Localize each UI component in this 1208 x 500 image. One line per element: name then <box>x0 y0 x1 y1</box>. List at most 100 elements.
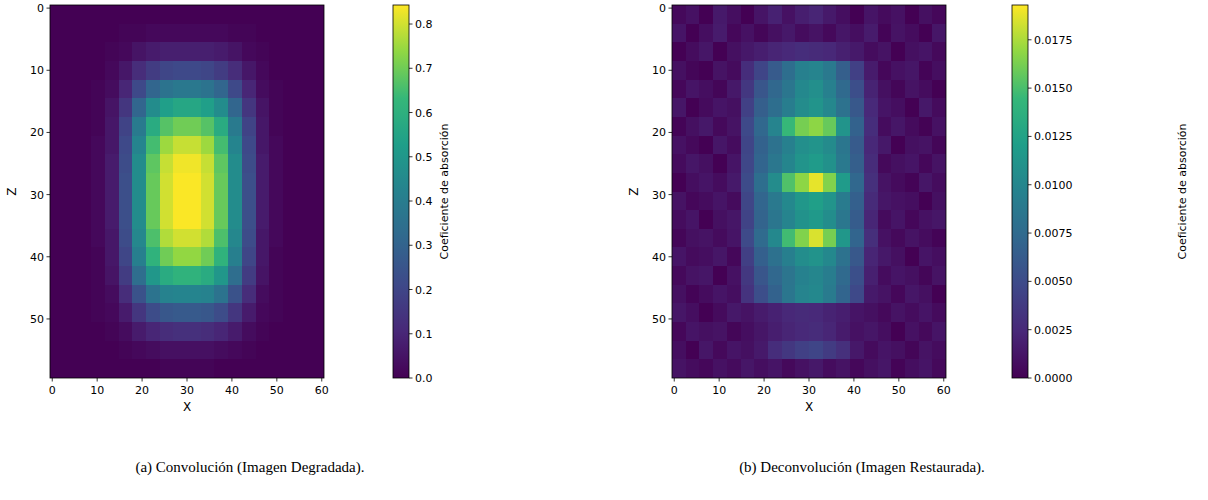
cell <box>672 266 686 285</box>
cell <box>160 24 174 43</box>
cell <box>160 61 174 80</box>
cell <box>699 359 713 378</box>
cell <box>919 24 933 43</box>
cell <box>782 98 796 117</box>
cell <box>727 5 741 24</box>
cell <box>768 98 782 117</box>
cell <box>283 322 297 341</box>
cell <box>713 229 727 248</box>
cell <box>242 24 256 43</box>
cell <box>823 173 837 192</box>
cell <box>64 322 78 341</box>
cell <box>132 229 146 248</box>
cell <box>132 359 146 378</box>
cell <box>283 247 297 266</box>
cell <box>795 24 809 43</box>
cell <box>64 285 78 304</box>
x-tick <box>674 378 675 382</box>
cell <box>864 229 878 248</box>
cell <box>699 210 713 229</box>
cell <box>269 359 283 378</box>
y-tick <box>47 318 51 319</box>
cell <box>836 322 850 341</box>
cell <box>187 24 201 43</box>
cell <box>795 61 809 80</box>
cell <box>173 154 187 173</box>
cell <box>795 173 809 192</box>
cell <box>782 154 796 173</box>
cell <box>823 117 837 136</box>
cell <box>64 192 78 211</box>
cell <box>256 42 270 61</box>
cell <box>105 154 119 173</box>
panel: 010203040506001020304050XZ0.00000.00250.… <box>627 2 1189 476</box>
x-tick <box>231 378 232 382</box>
cell <box>782 5 796 24</box>
cell <box>672 5 686 24</box>
cell <box>269 24 283 43</box>
cell <box>878 24 892 43</box>
cell <box>932 192 946 211</box>
y-tick-label: 30 <box>652 189 666 202</box>
cell <box>686 24 700 43</box>
cell <box>795 80 809 99</box>
cell <box>795 42 809 61</box>
colorbar-tick-label: 0.0000 <box>1034 372 1073 385</box>
cell <box>864 303 878 322</box>
cell <box>727 80 741 99</box>
cell <box>119 285 133 304</box>
cell <box>823 229 837 248</box>
cell <box>242 80 256 99</box>
cell <box>297 322 311 341</box>
cell <box>672 98 686 117</box>
cell <box>214 192 228 211</box>
cell <box>119 5 133 24</box>
cell <box>119 173 133 192</box>
cell <box>672 80 686 99</box>
cell <box>809 80 823 99</box>
y-tick-label: 40 <box>30 251 44 264</box>
x-tick <box>898 378 899 382</box>
cell <box>77 154 91 173</box>
y-axis-title: Z <box>627 187 641 195</box>
cell <box>160 5 174 24</box>
cell <box>905 192 919 211</box>
cell <box>173 341 187 360</box>
cell <box>932 359 946 378</box>
x-tick <box>809 378 810 382</box>
cell <box>754 80 768 99</box>
cell <box>91 247 105 266</box>
cell <box>187 303 201 322</box>
cell <box>146 98 160 117</box>
cell <box>242 173 256 192</box>
cell <box>105 303 119 322</box>
cell <box>809 173 823 192</box>
cell <box>50 98 64 117</box>
cell <box>809 192 823 211</box>
cell <box>242 247 256 266</box>
cell <box>809 341 823 360</box>
cell <box>836 154 850 173</box>
cell <box>932 266 946 285</box>
cell <box>201 359 215 378</box>
cell <box>77 341 91 360</box>
cell <box>160 192 174 211</box>
cell <box>850 192 864 211</box>
cell <box>269 42 283 61</box>
cell <box>132 42 146 61</box>
cell <box>891 247 905 266</box>
cell <box>105 210 119 229</box>
cell <box>713 24 727 43</box>
cell <box>932 5 946 24</box>
cell <box>132 61 146 80</box>
colorbar-tick <box>1028 88 1032 89</box>
cell <box>64 173 78 192</box>
cell <box>119 322 133 341</box>
cell <box>932 24 946 43</box>
colorbar-tick-label: 0.0075 <box>1034 227 1073 240</box>
cell <box>768 247 782 266</box>
cell <box>782 247 796 266</box>
cell <box>932 285 946 304</box>
cell <box>310 5 324 24</box>
cell <box>754 266 768 285</box>
